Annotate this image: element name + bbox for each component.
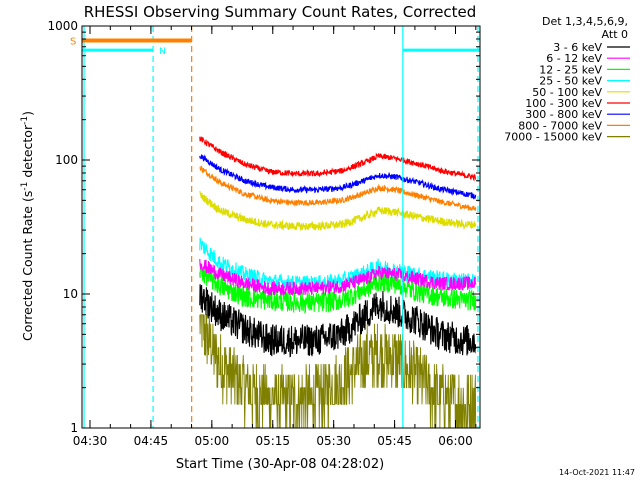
series-line-6 [199, 154, 477, 200]
series-line-1 [199, 258, 477, 297]
night-flag-label: N [159, 47, 166, 57]
legend-label-6: 300 - 800 keV [525, 108, 602, 121]
x-tick-label-3: 05:15 [255, 434, 290, 448]
y-axis-label-mid: detector [20, 124, 35, 182]
y-axis-label-sup1: -1 [20, 182, 30, 191]
legend-label-8: 7000 - 15000 keV [504, 131, 602, 144]
legend-label-7: 800 - 7000 keV [518, 119, 602, 132]
legend-label-5: 100 - 300 keV [525, 97, 602, 110]
x-tick-label-6: 06:00 [438, 434, 473, 448]
x-tick-label-1: 04:45 [134, 434, 169, 448]
series-line-7 [199, 165, 477, 212]
plot-area [82, 26, 480, 428]
y-tick-label-0: 1 [70, 421, 78, 435]
y-tick-label-1: 10 [63, 287, 78, 301]
footer-timestamp: 14-Oct-2021 11:47 [559, 468, 635, 477]
y-axis-label-end: ) [20, 111, 35, 116]
axis-layer: 1 10 100 1000 04:30 04:45 05:00 05:15 05:30 05:45… [47, 19, 481, 448]
x-tick-label-0: 04:30 [73, 434, 108, 448]
x-tick-label-2: 05:00 [195, 434, 230, 448]
series-line-3 [199, 237, 477, 292]
chart-title: RHESSI Observing Summary Count Rates, Co… [84, 3, 477, 21]
legend-label-1: 6 - 12 keV [546, 52, 602, 65]
legend-header-line2: Att 0 [602, 28, 628, 41]
plot-frame [81, 25, 481, 429]
x-tick-label-4: 05:30 [316, 434, 351, 448]
x-axis-label: Start Time (30-Apr-08 04:28:02) [176, 457, 384, 472]
y-tick-label-2: 100 [55, 153, 78, 167]
y-axis-label: Corrected Count Rate (s-1 detector-1) [20, 111, 35, 341]
plot-layer: SN [70, 26, 480, 428]
legend-label-4: 50 - 100 keV [532, 86, 602, 99]
legend-label-0: 3 - 6 keV [553, 41, 602, 54]
x-tick-label-5: 05:45 [377, 434, 412, 448]
series-line-4 [199, 190, 477, 232]
y-axis-label-sup2: -1 [20, 116, 30, 125]
legend-label-3: 25 - 50 keV [539, 75, 602, 88]
y-axis-label-main: Corrected Count Rate (s [20, 191, 35, 341]
legend-header-line1: Det 1,3,4,5,6,9, [542, 15, 628, 28]
series-line-5 [199, 136, 477, 182]
series-line-0 [199, 284, 477, 358]
series-line-2 [199, 262, 477, 315]
y-tick-label-3: 1000 [47, 19, 78, 33]
saa-flag-label: S [70, 36, 76, 47]
series-line-8 [199, 314, 477, 428]
legend-label-2: 12 - 25 keV [539, 63, 602, 76]
